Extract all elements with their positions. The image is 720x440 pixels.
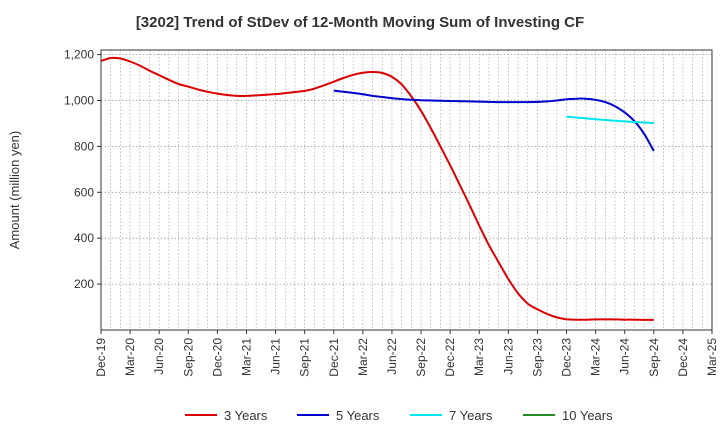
- plot-frame: [100, 49, 713, 331]
- x-tick-label: Sep-24: [647, 338, 661, 377]
- x-tick-label: Mar-22: [356, 338, 370, 376]
- x-tick-label: Mar-25: [705, 338, 719, 376]
- x-tick-label: Dec-24: [676, 338, 690, 377]
- legend-label-3-years: 3 Years: [224, 408, 268, 423]
- x-tick-label: Mar-20: [123, 338, 137, 376]
- x-tick-label: Dec-20: [210, 338, 224, 377]
- x-tick-label: Sep-21: [298, 338, 312, 377]
- x-tick-label: Mar-21: [239, 338, 253, 376]
- legend-label-5-years: 5 Years: [336, 408, 380, 423]
- x-tick-label: Dec-22: [443, 338, 457, 377]
- series-line-7-years: [566, 115, 654, 124]
- legend-label-10-years: 10 Years: [562, 408, 613, 423]
- x-tick-label: Jun-21: [269, 338, 283, 375]
- x-tick-label: Mar-24: [589, 338, 603, 376]
- x-tick-label: Jun-23: [501, 338, 515, 375]
- x-tick-label: Jun-20: [152, 338, 166, 375]
- x-axis: Dec-19 Mar-20 Jun-20 Sep-20 Dec-20 Mar-21 Jun-…: [94, 330, 719, 377]
- series-line-5-years: [333, 89, 655, 152]
- series-layer: [100, 56, 655, 321]
- y-tick-label: 800: [74, 139, 94, 153]
- y-axis-title: Amount (million yen): [7, 131, 22, 250]
- y-tick-label: 400: [74, 231, 94, 245]
- x-tick-label: Dec-21: [327, 338, 341, 377]
- x-tick-label: Sep-20: [181, 338, 195, 377]
- chart-title: [3202] Trend of StDev of 12-Month Moving…: [135, 14, 585, 31]
- y-tick-label: 600: [74, 185, 94, 199]
- y-tick-label: 1,000: [64, 93, 94, 107]
- grid-layer: [101, 50, 712, 330]
- y-tick-label: 200: [74, 277, 94, 291]
- x-tick-label: Mar-23: [472, 338, 486, 376]
- x-tick-label: Jun-22: [385, 338, 399, 375]
- legend-label-7-years: 7 Years: [449, 408, 493, 423]
- series-line-3-years: [100, 56, 654, 321]
- y-tick-label: 1,200: [64, 48, 94, 62]
- x-tick-label: Sep-22: [414, 338, 428, 377]
- x-tick-label: Jun-24: [618, 338, 632, 375]
- x-tick-label: Sep-23: [530, 338, 544, 377]
- y-axis: 200 400 600 800 1,000 1,200: [64, 48, 101, 291]
- x-tick-label: Dec-23: [560, 338, 574, 377]
- legend: 3 Years 5 Years 7 Years 10 Years: [185, 408, 613, 423]
- x-tick-label: Dec-19: [94, 338, 108, 377]
